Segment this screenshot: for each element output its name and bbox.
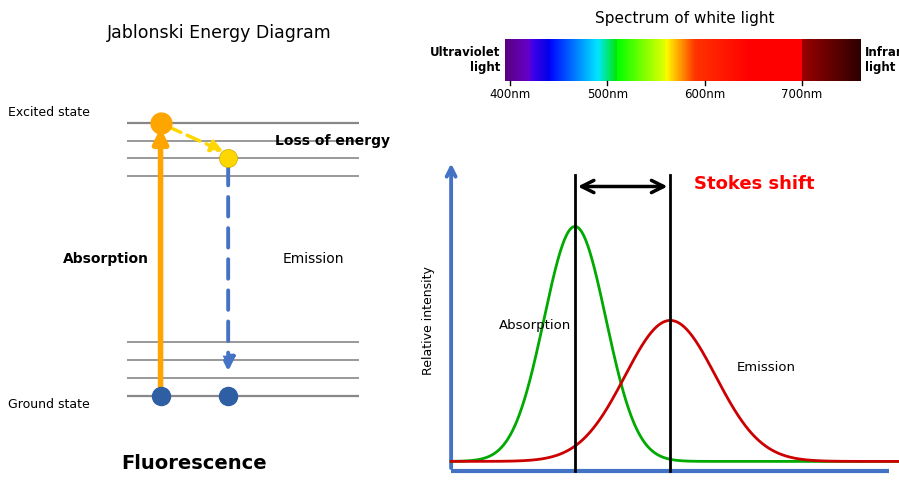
Text: Infrared
light: Infrared light: [865, 46, 899, 74]
Text: Absorption: Absorption: [499, 318, 571, 332]
Text: Relative intensity: Relative intensity: [422, 266, 435, 375]
Text: 500nm: 500nm: [587, 88, 628, 101]
Text: Spectrum of white light: Spectrum of white light: [595, 11, 775, 26]
Text: Emission: Emission: [737, 361, 796, 374]
Text: Jablonski Energy Diagram: Jablonski Energy Diagram: [107, 24, 332, 42]
Text: Fluorescence: Fluorescence: [121, 454, 267, 473]
Text: Ground state: Ground state: [8, 398, 90, 411]
Text: 600nm: 600nm: [684, 88, 725, 101]
Text: Ultraviolet
light: Ultraviolet light: [430, 46, 501, 74]
Text: 400nm: 400nm: [489, 88, 530, 101]
Text: 700nm: 700nm: [781, 88, 823, 101]
Text: Absorption: Absorption: [63, 252, 148, 266]
Text: Loss of energy: Loss of energy: [275, 134, 389, 147]
Text: Emission: Emission: [283, 252, 344, 266]
Text: Excited state: Excited state: [8, 106, 90, 119]
Text: Stokes shift: Stokes shift: [694, 175, 814, 193]
